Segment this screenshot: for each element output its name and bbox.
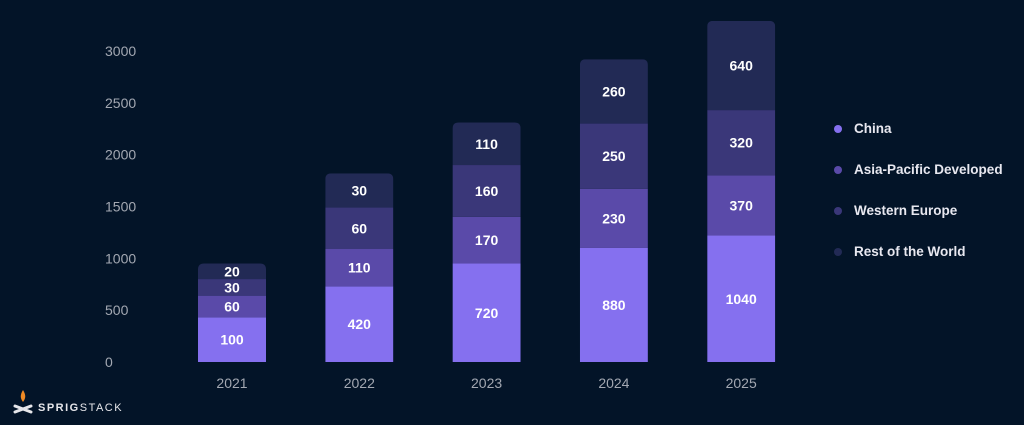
data-label: 160	[475, 183, 499, 199]
legend-label: China	[854, 121, 892, 136]
data-label: 60	[224, 299, 240, 315]
bar-stack-2024: 880 230 250 260 2024	[579, 59, 648, 391]
bar-segment	[707, 110, 776, 176]
x-tick-label: 2024	[598, 375, 629, 391]
data-label: 100	[220, 332, 244, 348]
bar-segment	[325, 173, 394, 208]
bar-segment	[579, 247, 648, 362]
bar-segment	[452, 216, 521, 264]
x-tick-label: 2021	[216, 375, 247, 391]
data-label: 420	[348, 316, 372, 332]
flame-logo-icon	[13, 390, 33, 414]
y-tick-label: 2500	[105, 95, 136, 111]
data-label: 170	[475, 232, 499, 248]
bar-stack-2022: 420 110 60 30 2022	[325, 173, 394, 391]
legend-dot-icon	[834, 247, 842, 256]
data-label: 30	[352, 182, 368, 198]
legend-dot-icon	[834, 124, 842, 133]
data-label: 60	[352, 220, 368, 236]
data-label: 110	[348, 260, 371, 276]
data-label: 250	[602, 148, 626, 164]
data-label: 20	[224, 263, 240, 279]
legend-label: Rest of the World	[854, 244, 966, 259]
legend-label: Asia-Pacific Developed	[854, 162, 1003, 177]
legend-item: Asia-Pacific Developed	[834, 149, 1003, 190]
data-label: 30	[224, 279, 240, 295]
x-tick-label: 2025	[726, 375, 757, 391]
data-label: 1040	[726, 291, 757, 307]
legend-item: Rest of the World	[834, 231, 1003, 272]
bar-segment	[325, 249, 394, 287]
sprigstack-logo: SPRIGSTACK	[12, 388, 123, 414]
data-label: 880	[602, 297, 626, 313]
bar-segment	[579, 123, 648, 189]
bar-segment	[325, 286, 394, 362]
bar-segment	[198, 279, 266, 296]
bar-segment	[198, 317, 266, 362]
y-tick-label: 3000	[105, 43, 136, 59]
legend-item: China	[834, 108, 1003, 149]
x-tick-label: 2023	[471, 375, 502, 391]
bar-segment	[452, 263, 521, 362]
bar-segment	[198, 295, 266, 318]
legend-item: Western Europe	[834, 190, 1003, 231]
bar-segment	[707, 20, 776, 111]
bar-segment	[579, 188, 648, 248]
data-label: 110	[475, 136, 498, 152]
y-tick-label: 2000	[105, 147, 136, 163]
data-label: 320	[730, 135, 754, 151]
legend-dot-icon	[834, 165, 842, 174]
data-label: 640	[730, 58, 754, 74]
logo-text-bold: SPRIG	[38, 402, 80, 414]
bar-segment	[707, 175, 776, 236]
bar-segment	[198, 263, 266, 280]
x-tick-label: 2022	[344, 375, 375, 391]
data-label: 370	[730, 197, 754, 213]
y-tick-label: 1500	[105, 199, 136, 215]
bar-segment	[325, 207, 394, 250]
y-tick-label: 500	[105, 302, 129, 318]
bar-segment	[452, 122, 521, 166]
bar-segment	[579, 59, 648, 124]
data-label: 720	[475, 305, 499, 321]
legend-label: Western Europe	[854, 203, 958, 218]
bar-segment	[452, 165, 521, 217]
data-label: 260	[602, 83, 626, 99]
legend: China Asia-Pacific Developed Western Europ…	[834, 108, 1003, 272]
legend-dot-icon	[834, 206, 842, 215]
bar-stack-2023: 720 170 160 110 2023	[452, 122, 521, 391]
bar-segment	[707, 235, 776, 362]
logo-text: SPRIGSTACK	[38, 402, 123, 414]
logo-text-rest: STACK	[79, 402, 124, 414]
bar-stack-2025: 1040 370 320 640 2025	[707, 20, 776, 391]
y-tick-label: 0	[105, 354, 113, 370]
data-label: 230	[602, 210, 626, 226]
y-tick-label: 1000	[105, 250, 136, 266]
